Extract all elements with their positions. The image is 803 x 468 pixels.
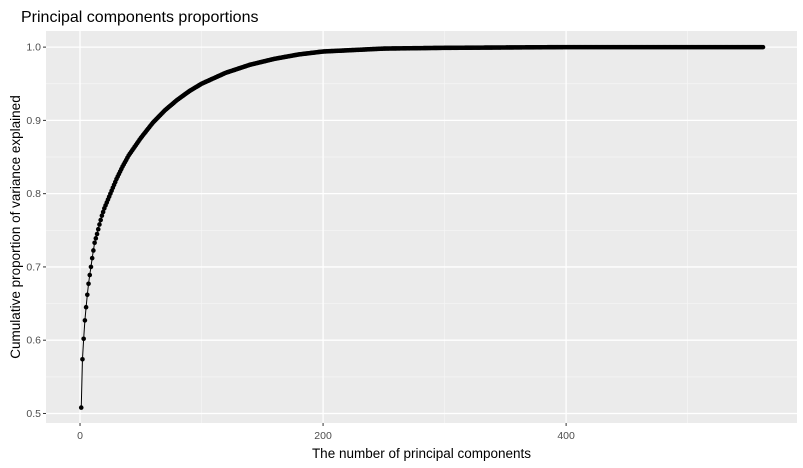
data-point xyxy=(80,356,85,362)
data-point xyxy=(78,405,84,410)
series-layer xyxy=(78,44,766,410)
grid-minor xyxy=(46,31,797,423)
data-point xyxy=(760,44,766,50)
data-point xyxy=(99,213,105,218)
data-point xyxy=(89,255,95,261)
data-point xyxy=(91,248,96,253)
data-point xyxy=(85,292,90,298)
data-point xyxy=(81,336,86,342)
data-point xyxy=(92,240,97,246)
data-point xyxy=(98,217,103,223)
y-axis-label: Cumulative proportion of variance explai… xyxy=(8,95,23,358)
data-point xyxy=(88,264,94,270)
y-tick-label: 0.9 xyxy=(26,115,41,127)
data-point xyxy=(100,209,106,215)
data-point xyxy=(87,272,93,278)
data-point xyxy=(95,226,101,232)
y-tick-label: 1.0 xyxy=(26,42,41,54)
x-tick-label: 400 xyxy=(557,430,575,442)
ticks-layer: 0.5 0.6 0.7 0.8 0.9 1.0 0 200 400 xyxy=(26,42,575,442)
x-axis-label: The number of principal components xyxy=(312,446,531,461)
data-point xyxy=(93,236,99,241)
y-tick-label: 0.5 xyxy=(26,408,41,420)
data-point xyxy=(94,231,100,237)
x-tick-label: 200 xyxy=(314,430,332,442)
y-tick-label: 0.6 xyxy=(26,335,41,347)
data-point xyxy=(86,281,91,287)
data-point xyxy=(82,318,88,323)
data-point xyxy=(97,222,102,227)
chart-title: Principal components proportions xyxy=(21,9,258,26)
y-tick-label: 0.7 xyxy=(26,261,41,273)
x-tick-label: 0 xyxy=(77,430,83,442)
y-tick-label: 0.8 xyxy=(26,188,41,200)
data-point xyxy=(83,304,89,310)
plot-panel xyxy=(46,31,797,423)
